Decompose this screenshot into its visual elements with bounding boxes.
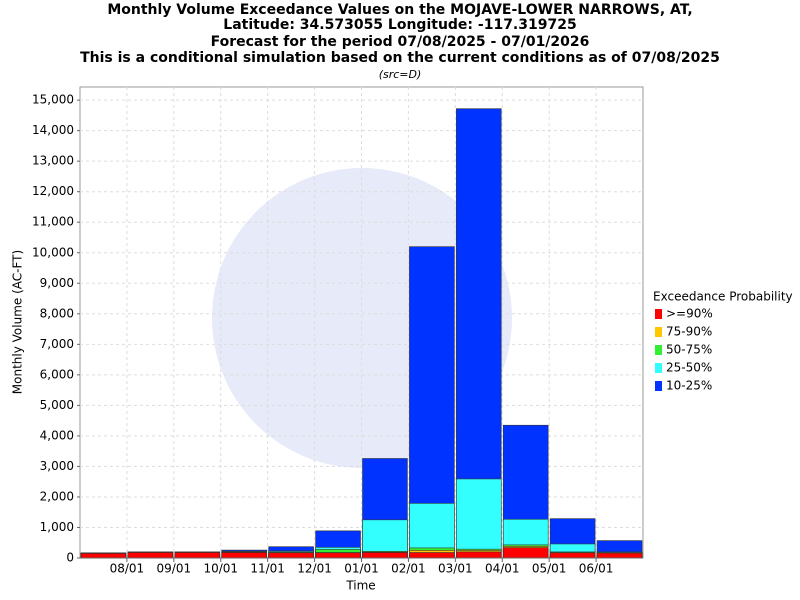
- y-tick-label: 7,000: [40, 337, 74, 351]
- bar: [80, 553, 127, 559]
- bar: [456, 551, 502, 559]
- bar: [315, 552, 361, 559]
- y-tick-label: 13,000: [32, 154, 74, 168]
- bar: [127, 552, 174, 559]
- y-tick-label: 1,000: [40, 520, 74, 534]
- x-tick-label: 08/01: [110, 562, 145, 576]
- subtitle: Forecast for the period 07/08/2025 - 07/…: [211, 34, 590, 50]
- bar: [221, 552, 267, 559]
- x-axis-label: Time: [345, 579, 375, 593]
- legend-label: 50-75%: [666, 343, 712, 357]
- y-tick-label: 15,000: [32, 93, 74, 107]
- y-tick-label: 8,000: [40, 306, 74, 320]
- legend-swatch: [655, 327, 662, 337]
- y-tick-label: 14,000: [32, 123, 74, 137]
- legend-label: 10-25%: [666, 379, 712, 393]
- x-tick-label: 09/01: [157, 562, 192, 576]
- subtitle: Latitude: 34.573055 Longitude: -117.3197…: [223, 17, 576, 33]
- legend-label: >=90%: [666, 307, 713, 321]
- bar: [362, 552, 408, 559]
- y-tick-label: 4,000: [40, 428, 74, 442]
- y-tick-label: 2,000: [40, 489, 74, 503]
- x-tick-label: 05/01: [532, 562, 567, 576]
- x-tick-label: 02/01: [391, 562, 426, 576]
- x-tick-label: 01/01: [344, 562, 379, 576]
- x-tick-label: 10/01: [203, 562, 238, 576]
- legend-swatch: [655, 309, 662, 319]
- subtitle: This is a conditional simulation based o…: [80, 50, 720, 66]
- bar: [409, 552, 455, 559]
- legend-swatch: [655, 381, 662, 391]
- y-tick-label: 12,000: [32, 184, 74, 198]
- y-axis-label: Monthly Volume (AC-FT): [11, 250, 25, 394]
- y-tick-label: 11,000: [32, 215, 74, 229]
- y-tick-label: 9,000: [40, 276, 74, 290]
- bar: [502, 547, 549, 559]
- legend-label: 75-90%: [666, 325, 712, 339]
- y-tick-label: 5,000: [40, 398, 74, 412]
- chart-title: Monthly Volume Exceedance Values on the …: [107, 2, 692, 18]
- x-tick-label: 12/01: [297, 562, 332, 576]
- x-tick-label: 11/01: [250, 562, 285, 576]
- y-tick-label: 6,000: [40, 367, 74, 381]
- bar: [596, 552, 643, 559]
- y-tick-label: 0: [66, 551, 74, 565]
- x-tick-label: 03/01: [438, 562, 473, 576]
- bar: [549, 552, 596, 559]
- x-tick-label: 04/01: [485, 562, 520, 576]
- bar: [268, 552, 314, 559]
- y-tick-label: 3,000: [40, 459, 74, 473]
- bar: [456, 478, 502, 559]
- legend-label: 25-50%: [666, 361, 712, 375]
- y-tick-label: 10,000: [32, 245, 74, 259]
- source-note: (src=D): [379, 68, 422, 81]
- legend-swatch: [655, 363, 662, 373]
- bar: [174, 552, 221, 559]
- x-tick-label: 06/01: [579, 562, 614, 576]
- legend-title: Exceedance Probability: [653, 290, 793, 304]
- legend-swatch: [655, 345, 662, 355]
